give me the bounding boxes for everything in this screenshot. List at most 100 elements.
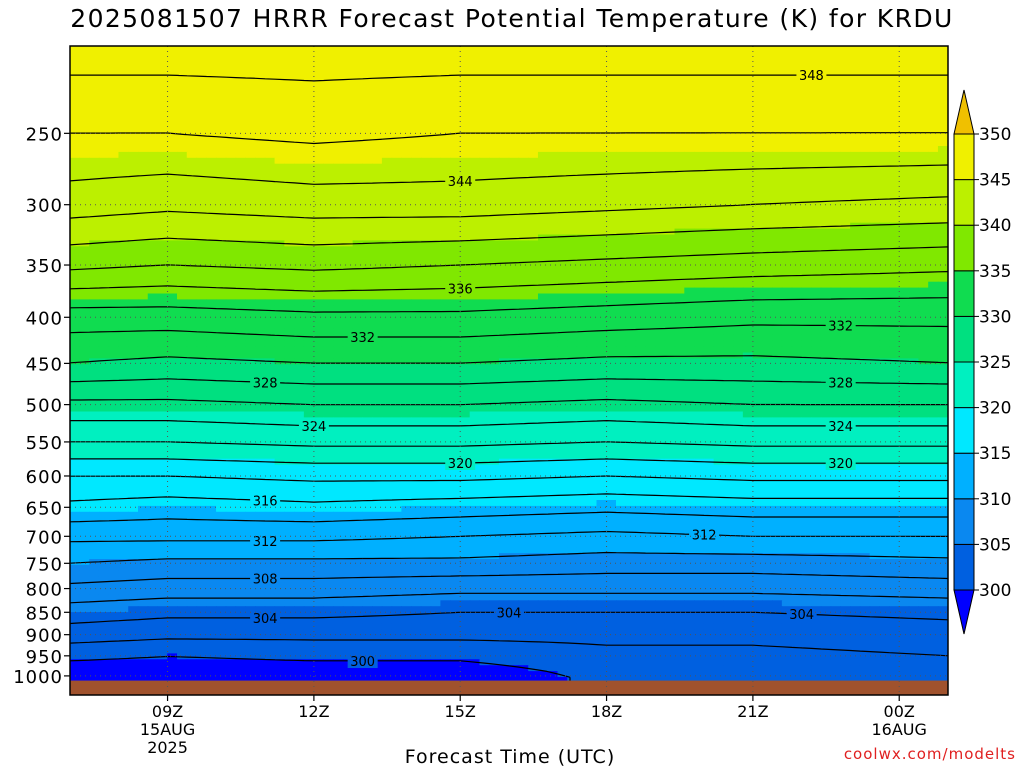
- color-cell: [596, 87, 607, 94]
- color-cell: [479, 205, 490, 212]
- color-cell: [498, 293, 510, 300]
- color-cell: [762, 287, 773, 295]
- color-cell: [79, 352, 90, 359]
- color-cell: [391, 370, 402, 377]
- color-cell: [128, 323, 139, 330]
- color-cell: [401, 81, 412, 88]
- color-cell: [391, 281, 402, 289]
- color-cell: [108, 87, 120, 94]
- color-cell: [196, 163, 207, 171]
- color-cell: [118, 151, 129, 159]
- color-cell: [401, 128, 412, 135]
- color-cell: [147, 364, 159, 371]
- color-cell: [342, 346, 354, 354]
- color-cell: [79, 299, 90, 306]
- color-cell: [206, 246, 217, 253]
- color-cell: [98, 110, 110, 118]
- color-cell: [684, 317, 695, 324]
- color-cell: [518, 92, 529, 100]
- color-cell: [586, 317, 598, 324]
- color-cell: [401, 45, 412, 53]
- color-cell: [89, 311, 100, 318]
- color-cell: [772, 340, 783, 348]
- color-cell: [459, 293, 471, 300]
- color-cell: [235, 45, 246, 53]
- color-cell: [128, 187, 139, 194]
- color-cell: [89, 45, 100, 53]
- color-cell: [206, 199, 217, 206]
- color-cell: [459, 75, 471, 82]
- color-cell: [206, 240, 217, 247]
- color-cell: [313, 157, 324, 165]
- color-cell: [850, 181, 861, 188]
- color-cell: [547, 246, 559, 253]
- color-cell: [655, 116, 666, 123]
- color-cell: [411, 246, 422, 253]
- color-cell: [469, 134, 481, 141]
- color-cell: [703, 258, 715, 265]
- color-cell: [801, 98, 812, 106]
- color-cell: [830, 293, 841, 300]
- color-cell: [928, 305, 939, 312]
- color-cell: [420, 104, 432, 112]
- color-cell: [859, 293, 871, 300]
- color-cell: [303, 134, 315, 141]
- color-cell: [742, 181, 754, 188]
- color-cell: [752, 163, 763, 171]
- color-cell: [274, 134, 285, 141]
- color-cell: [274, 187, 285, 194]
- color-cell: [186, 299, 198, 306]
- color-cell: [733, 134, 744, 141]
- color-cell: [225, 92, 237, 100]
- color-cell: [664, 317, 676, 324]
- color-cell: [645, 193, 656, 200]
- color-cell: [733, 323, 744, 330]
- color-cell: [147, 281, 159, 289]
- color-cell: [703, 287, 715, 295]
- color-cell: [850, 346, 861, 354]
- color-cell: [157, 352, 168, 359]
- color-cell: [655, 163, 666, 171]
- color-cell: [459, 57, 471, 64]
- color-cell: [879, 175, 890, 182]
- color-cell: [625, 128, 637, 135]
- color-cell: [742, 157, 754, 165]
- color-cell: [420, 140, 432, 147]
- color-cell: [762, 269, 773, 277]
- color-cell: [118, 328, 129, 336]
- color-cell: [235, 92, 246, 100]
- color-cell: [801, 246, 812, 253]
- color-cell: [733, 57, 744, 64]
- color-cell: [235, 240, 246, 247]
- color-cell: [479, 199, 490, 206]
- color-cell: [713, 81, 724, 88]
- color-cell: [616, 275, 627, 283]
- color-cell: [333, 205, 344, 212]
- color-cell: [937, 151, 949, 159]
- color-cell: [108, 323, 120, 330]
- color-cell: [518, 323, 529, 330]
- color-cell: [859, 358, 871, 365]
- color-cell: [303, 305, 315, 312]
- color-cell: [479, 311, 490, 318]
- color-cell: [459, 98, 471, 106]
- color-cell: [557, 293, 568, 300]
- color-cell: [850, 305, 861, 312]
- color-cell: [820, 181, 832, 188]
- color-cell: [898, 187, 910, 194]
- color-cell: [655, 340, 666, 348]
- color-cell: [69, 216, 81, 224]
- color-cell: [479, 269, 490, 277]
- color-cell: [528, 246, 539, 253]
- color-cell: [664, 157, 676, 165]
- color-cell: [898, 92, 910, 100]
- color-cell: [381, 281, 393, 289]
- color-cell: [459, 216, 471, 224]
- color-cell: [762, 305, 773, 312]
- color-cell: [450, 81, 461, 88]
- color-cell: [333, 216, 344, 224]
- color-cell: [79, 216, 90, 224]
- color-cell: [684, 75, 695, 82]
- color-cell: [616, 116, 627, 123]
- color-cell: [137, 275, 149, 283]
